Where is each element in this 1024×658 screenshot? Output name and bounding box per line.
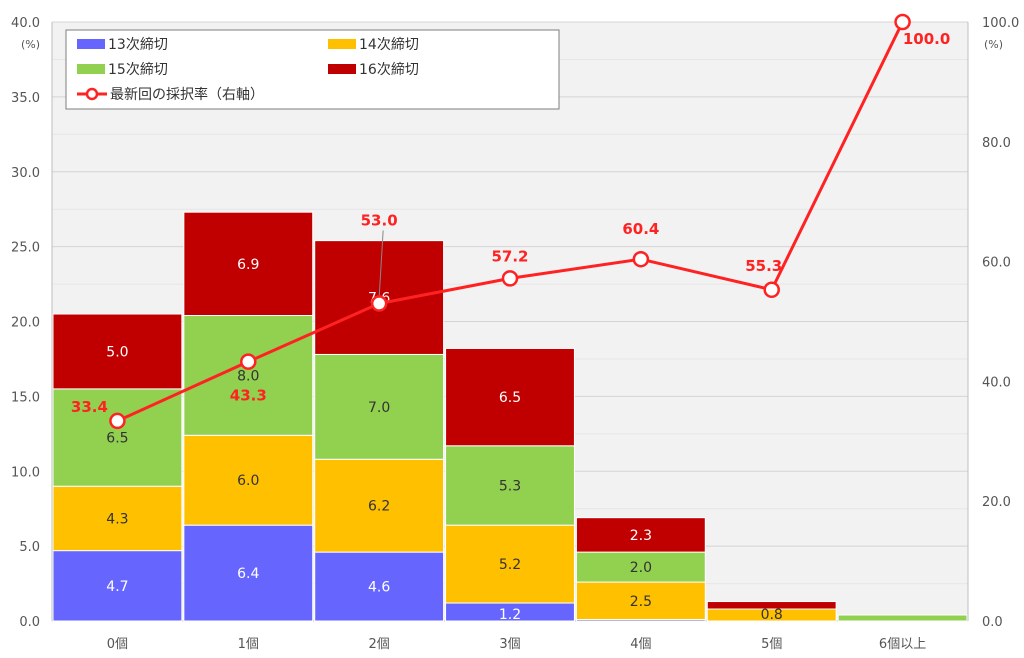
rate-point bbox=[109, 412, 126, 430]
left-tick-label: 30.0 bbox=[11, 166, 40, 181]
left-tick-label: 40.0 bbox=[11, 16, 40, 31]
bar-value-label: 4.6 bbox=[368, 580, 390, 596]
x-tick-label: 0個 bbox=[107, 637, 128, 652]
right-axis: 0.0 20.0 40.0 60.0 80.0 100.0 (%) bbox=[982, 16, 1019, 630]
bar-value-label: 2.3 bbox=[630, 528, 652, 544]
bar-data-labels: 4.74.36.55.06.46.08.06.94.66.27.07.61.25… bbox=[106, 257, 783, 623]
bar-segment bbox=[445, 524, 575, 604]
legend-box bbox=[65, 29, 560, 110]
left-tick-label: 20.0 bbox=[11, 316, 40, 331]
rate-value-label: 53.0 bbox=[361, 212, 398, 230]
bar-value-label: 0.8 bbox=[761, 607, 783, 623]
rate-value-label: 100.0 bbox=[903, 30, 950, 48]
legend-swatch bbox=[328, 64, 356, 74]
legend-line-marker bbox=[85, 87, 99, 101]
bar-value-label: 8.0 bbox=[237, 368, 259, 384]
right-tick-label: 60.0 bbox=[982, 256, 1011, 271]
x-tick-label: 3個 bbox=[499, 637, 520, 652]
bar-segment bbox=[52, 485, 183, 552]
bar-segment bbox=[445, 347, 575, 447]
bar-value-label: 7.0 bbox=[368, 400, 390, 416]
left-tick-label: 25.0 bbox=[11, 241, 40, 256]
legend-label: 15次締切 bbox=[108, 61, 168, 78]
bars bbox=[52, 211, 968, 622]
left-tick-label: 10.0 bbox=[11, 465, 40, 480]
x-tick-label: 5個 bbox=[761, 637, 782, 652]
bar-value-label: 6.5 bbox=[106, 431, 128, 447]
rate-value-label: 43.3 bbox=[230, 387, 267, 405]
bar-segment bbox=[575, 581, 706, 621]
data-label-leader bbox=[378, 230, 384, 298]
right-tick-label: 0.0 bbox=[982, 615, 1003, 630]
rate-value-label: 57.2 bbox=[491, 247, 528, 265]
rate-value-label: 33.4 bbox=[71, 398, 108, 416]
legend-swatch bbox=[328, 39, 356, 49]
bar-segment bbox=[314, 458, 445, 553]
x-axis: 0個 1個 2個 3個 4個 5個 6個以上 bbox=[107, 637, 926, 652]
bar-segment bbox=[837, 614, 968, 622]
rate-value-label: 60.4 bbox=[622, 220, 659, 238]
bar-value-label: 2.0 bbox=[630, 560, 652, 576]
rate-point bbox=[370, 295, 388, 312]
x-tick-label: 2個 bbox=[369, 637, 390, 652]
rate-point bbox=[894, 13, 911, 31]
bar-segment bbox=[183, 524, 314, 622]
left-tick-label: 5.0 bbox=[19, 540, 40, 555]
legend-swatch bbox=[77, 64, 105, 74]
bar-segment bbox=[52, 550, 183, 622]
right-tick-label: 20.0 bbox=[982, 495, 1011, 510]
right-tick-label: 100.0 bbox=[982, 16, 1019, 31]
left-tick-label: 0.0 bbox=[19, 615, 40, 630]
x-tick-label: 6個以上 bbox=[879, 637, 926, 652]
right-tick-label: 80.0 bbox=[982, 136, 1011, 151]
bar-segment bbox=[314, 551, 445, 622]
x-tick-label: 1個 bbox=[238, 637, 259, 652]
bar-value-label: 6.2 bbox=[368, 499, 390, 515]
bar-value-label: 6.9 bbox=[237, 257, 259, 273]
bar-segment bbox=[183, 211, 314, 317]
bar-value-label: 1.2 bbox=[499, 607, 521, 623]
bar-value-label: 6.5 bbox=[499, 390, 521, 406]
bar-value-label: 4.3 bbox=[106, 511, 128, 527]
bar-value-label: 6.0 bbox=[237, 473, 259, 489]
rate-line: 33.4 43.3 53.0 57.2 60.4 55.3 100.0 bbox=[71, 13, 950, 430]
legend-label: 13次締切 bbox=[108, 36, 168, 53]
rate-value-label: 55.3 bbox=[745, 257, 782, 275]
legend-label: 最新回の採択率（右軸） bbox=[110, 86, 264, 103]
rate-point bbox=[763, 281, 780, 299]
legend-label: 14次締切 bbox=[359, 36, 419, 53]
bar-segment bbox=[52, 388, 183, 487]
right-axis-unit: (%) bbox=[984, 38, 1003, 51]
bar-value-label: 4.7 bbox=[106, 579, 128, 595]
bar-segment bbox=[52, 313, 183, 390]
legend-swatch bbox=[77, 39, 105, 49]
x-tick-label: 4個 bbox=[630, 637, 651, 652]
bar-segment bbox=[575, 551, 706, 583]
right-tick-label: 40.0 bbox=[982, 375, 1011, 390]
left-tick-label: 35.0 bbox=[11, 91, 40, 106]
bar-segment bbox=[575, 517, 706, 553]
rate-point bbox=[240, 353, 257, 370]
bar-value-label: 5.3 bbox=[499, 478, 521, 494]
bar-segment bbox=[445, 445, 575, 526]
rate-point bbox=[501, 270, 519, 287]
rate-point bbox=[632, 250, 650, 268]
bar-segment bbox=[183, 434, 314, 526]
bar-value-label: 5.2 bbox=[499, 557, 521, 573]
left-axis: 0.0 5.0 10.0 15.0 20.0 25.0 30.0 35.0 40.0 (%) bbox=[11, 16, 40, 630]
bar-value-label: 6.4 bbox=[237, 566, 259, 582]
bar-value-label: 2.5 bbox=[630, 594, 652, 610]
left-axis-unit: (%) bbox=[21, 38, 40, 51]
bar-segment bbox=[183, 315, 314, 436]
bar-value-label: 5.0 bbox=[106, 344, 128, 360]
left-tick-label: 15.0 bbox=[11, 390, 40, 405]
legend-label: 16次締切 bbox=[359, 61, 419, 78]
bar-segment bbox=[706, 601, 837, 610]
